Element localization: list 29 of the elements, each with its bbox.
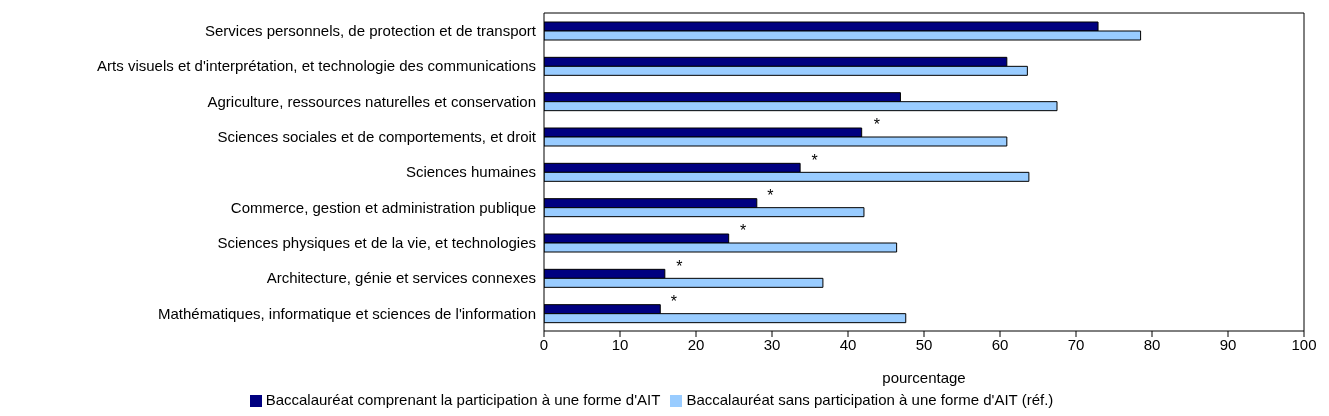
y-tick-label: Commerce, gestion et administration publique [230, 198, 536, 216]
y-tick-label: Architecture, génie et services connexes [266, 269, 536, 287]
y-tick-label: Sciences humaines [405, 163, 536, 181]
x-axis-title: pourcentage [882, 369, 966, 386]
annotation: * [873, 116, 880, 134]
x-tick-label: 0 [539, 335, 549, 353]
x-tick-label: 90 [1219, 335, 1237, 353]
annotation: * [670, 293, 678, 311]
y-tick-label: Arts visuels et d'interprétation, et technologie des communications [97, 57, 536, 75]
y-tick-label: Services personnels, de protection et de transport [204, 21, 537, 39]
annotation: * [811, 151, 818, 169]
annotation: * [740, 222, 747, 240]
annotation: * [767, 187, 774, 205]
x-tick-label: 30 [763, 335, 781, 353]
y-tick-label: Agriculture, ressources naturelles et conservation [207, 92, 536, 110]
x-tick-label: 40 [839, 335, 857, 353]
y-tick-label: Mathématiques, informatique et sciences de l'information [157, 304, 536, 322]
x-tick-label: 80 [1143, 335, 1161, 353]
x-tick-label: 10 [611, 335, 629, 353]
annotation: * [676, 257, 683, 275]
legend-label: Baccalauréat sans participation à une forme d'AIT (réf.) [686, 391, 1054, 408]
x-tick-label: 100 [1291, 335, 1317, 353]
x-tick-label: 70 [1067, 335, 1085, 353]
legend-label: Baccalauréat comprenant la participation à une forme d'AIT [265, 391, 661, 408]
x-tick-label: 60 [991, 335, 1009, 353]
x-tick-label: 50 [915, 335, 933, 353]
y-tick-label: Sciences physiques et de la vie, et technologies [217, 233, 536, 251]
x-tick-label: 20 [687, 335, 705, 353]
y-tick-label: Sciences sociales et de comportements, et droit [217, 127, 537, 145]
